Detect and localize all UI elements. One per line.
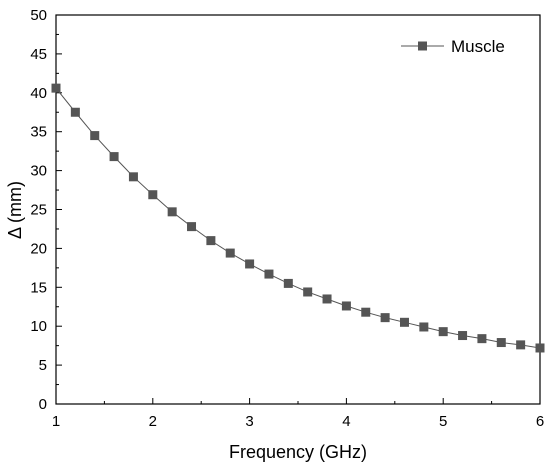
data-point (128, 172, 138, 182)
data-point (109, 152, 119, 162)
y-tick-label: 0 (39, 396, 47, 413)
data-point (70, 107, 80, 117)
y-tick-label: 50 (30, 7, 47, 24)
data-point (187, 222, 197, 232)
y-tick-label: 20 (30, 240, 47, 257)
data-point (477, 334, 487, 344)
series-layer (51, 83, 545, 353)
x-tick-label: 2 (149, 413, 157, 430)
plot-frame (55, 14, 541, 405)
y-tick-label: 15 (30, 279, 47, 296)
y-tick-label: 40 (30, 85, 47, 102)
data-point (496, 338, 506, 348)
legend-marker (418, 41, 427, 51)
data-point (516, 340, 526, 350)
data-point (206, 236, 216, 246)
y-tick-label: 35 (30, 124, 47, 141)
data-point (264, 269, 274, 279)
y-tick-label: 25 (30, 202, 47, 219)
data-point (245, 259, 255, 269)
data-point (148, 190, 158, 200)
y-tick-label: 45 (30, 46, 47, 63)
x-tick-label: 5 (439, 413, 447, 430)
data-point (225, 248, 235, 258)
y-tick-label: 5 (39, 357, 47, 374)
data-point (399, 317, 409, 327)
legend-label-muscle: Muscle (451, 37, 505, 56)
data-point (283, 278, 293, 288)
data-point (322, 294, 332, 304)
data-point (535, 343, 545, 353)
y-tick-label: 10 (30, 318, 47, 335)
y-tick-label: 30 (30, 163, 47, 180)
data-point (361, 307, 371, 317)
data-point (438, 327, 448, 337)
x-tick-label: 6 (536, 413, 544, 430)
data-point (167, 207, 177, 217)
data-point (380, 313, 390, 323)
data-point (51, 83, 61, 93)
data-point (90, 131, 100, 141)
x-tick-label: 1 (52, 413, 60, 430)
data-point (341, 301, 351, 311)
legend: Muscle (401, 37, 505, 56)
series-line-muscle (55, 87, 541, 349)
data-point (458, 331, 468, 341)
x-tick-label: 3 (245, 413, 253, 430)
x-tick-label: 4 (342, 413, 350, 430)
data-point (303, 287, 313, 297)
y-axis-label: Δ (mm) (5, 181, 25, 239)
data-point (419, 322, 429, 332)
x-axis-label: Frequency (GHz) (229, 442, 367, 462)
